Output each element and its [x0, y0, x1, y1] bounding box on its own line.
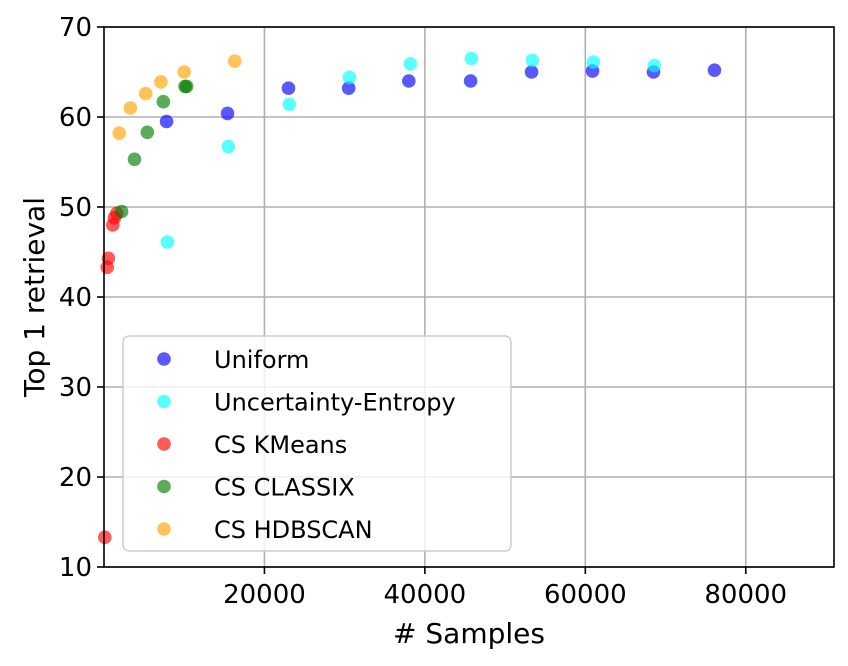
legend-marker	[157, 352, 171, 366]
data-point	[281, 81, 296, 95]
data-point	[138, 86, 153, 101]
data-point	[227, 54, 242, 68]
data-point	[160, 235, 175, 249]
y-tick-label: 20	[59, 463, 92, 493]
data-point	[114, 204, 129, 219]
data-point	[342, 70, 357, 85]
data-point	[463, 74, 478, 88]
data-point	[179, 79, 194, 94]
data-point	[177, 65, 192, 79]
x-tick-label: 60000	[544, 580, 627, 610]
data-point	[154, 75, 168, 89]
legend-marker	[157, 479, 171, 494]
data-point	[127, 152, 142, 167]
y-tick-label: 10	[59, 553, 92, 583]
data-point	[525, 53, 540, 68]
legend-marker	[157, 522, 171, 536]
axis-ticks: 20000 40000 60000 80000 10 20 30 40 50 60 70	[59, 13, 787, 610]
x-tick-label: 80000	[704, 580, 787, 610]
data-point	[341, 81, 356, 95]
data-point	[402, 74, 416, 88]
legend-label: CS CLASSIX	[214, 474, 355, 502]
data-point	[156, 94, 171, 109]
y-axis-label: Top 1 retrieval	[18, 197, 51, 398]
x-tick-label: 20000	[223, 580, 306, 610]
data-point	[140, 125, 155, 140]
data-point	[707, 63, 722, 77]
data-point	[221, 139, 236, 154]
y-tick-label: 60	[59, 103, 92, 133]
x-tick-label: 40000	[384, 580, 467, 610]
data-point	[403, 57, 418, 71]
legend-marker	[157, 437, 171, 451]
data-point	[220, 106, 235, 121]
legend-label: CS KMeans	[214, 431, 347, 459]
data-point	[464, 51, 479, 66]
y-tick-label: 50	[59, 193, 92, 223]
data-point	[524, 65, 539, 79]
legend-marker	[157, 394, 171, 409]
legend-label: CS HDBSCAN	[214, 516, 373, 544]
legend: Uniform Uncertainty-Entropy CS KMeans CS CL…	[122, 335, 512, 552]
data-points	[98, 51, 722, 545]
data-point	[101, 251, 116, 266]
x-axis-label: # Samples	[393, 617, 545, 650]
legend-label: Uncertainty-Entropy	[214, 389, 456, 417]
data-point	[159, 114, 174, 129]
data-point	[112, 126, 127, 140]
legend-label: Uniform	[214, 346, 309, 374]
y-tick-label: 30	[59, 373, 92, 403]
y-tick-label: 70	[59, 13, 92, 43]
data-point	[586, 55, 601, 69]
data-point	[123, 101, 138, 115]
data-point	[647, 58, 662, 73]
y-tick-label: 40	[59, 283, 92, 313]
legend-box	[122, 335, 512, 552]
data-point	[282, 97, 297, 112]
data-point	[98, 530, 112, 545]
